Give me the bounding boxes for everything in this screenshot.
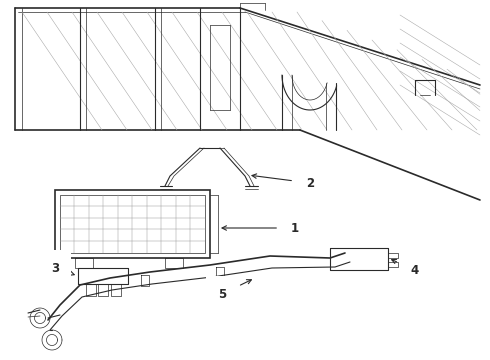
Text: 3: 3 [51,261,74,275]
FancyBboxPatch shape [60,195,205,253]
Text: 2: 2 [252,174,314,189]
FancyBboxPatch shape [55,190,210,258]
Text: 5: 5 [218,280,251,301]
Text: 1: 1 [222,221,299,234]
Text: 4: 4 [392,260,419,276]
